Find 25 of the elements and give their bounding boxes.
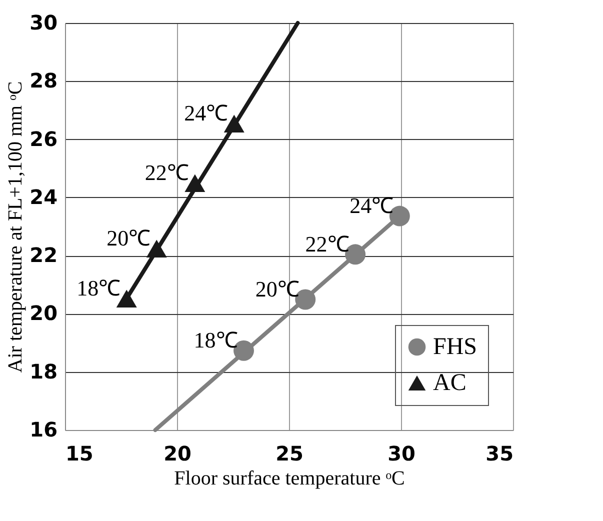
x-axis-title: Floor surface temperature ᵒC — [174, 468, 405, 490]
annotation: 20℃ — [255, 276, 300, 302]
annotation: 24℃ — [350, 193, 394, 218]
y-axis-title: Air temperature at FL+1,100 mm ᵒC — [4, 81, 27, 373]
y-tick-label: 28 — [30, 68, 58, 93]
y-tick-label: 26 — [30, 126, 58, 151]
annotation: 18℃ — [194, 328, 238, 353]
annotation: 18℃ — [76, 276, 121, 301]
x-tick-label: 15 — [66, 442, 94, 466]
y-tick-label: 18 — [30, 359, 58, 384]
annotation: 22℃ — [144, 160, 189, 186]
y-tick-label: 30 — [30, 10, 58, 34]
y-tick-label: 24 — [30, 184, 58, 209]
x-tick-label: 20 — [164, 442, 192, 466]
annotation: 20℃ — [106, 226, 151, 251]
y-tick-label: 20 — [30, 301, 58, 326]
legend-label: AC — [433, 370, 466, 396]
legend-label: FHS — [433, 334, 478, 360]
y-tick-label: 22 — [30, 243, 58, 268]
annotation: 24℃ — [184, 100, 228, 126]
x-tick-label: 35 — [486, 442, 514, 466]
annotation: 22℃ — [305, 231, 350, 256]
y-tick-label: 16 — [30, 418, 58, 442]
x-tick-label: 25 — [276, 442, 304, 466]
x-tick-label: 30 — [388, 442, 416, 466]
